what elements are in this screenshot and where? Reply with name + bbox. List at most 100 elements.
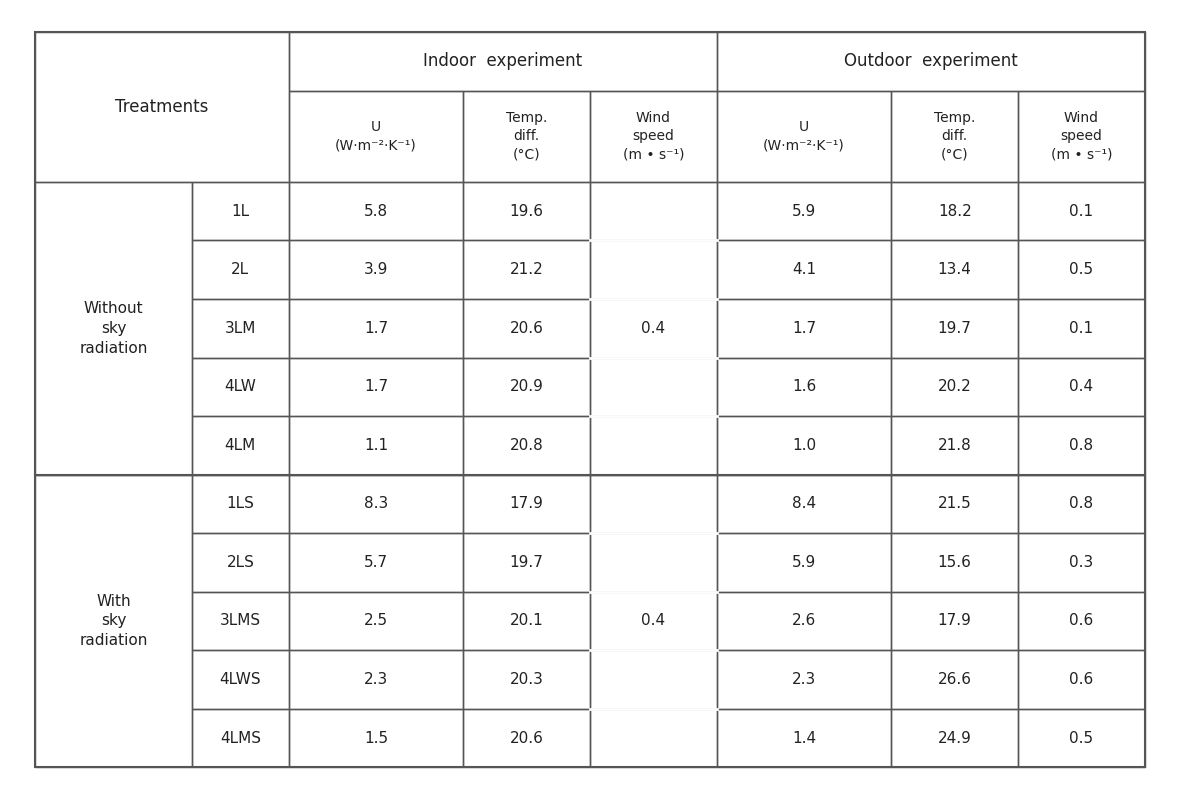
Text: 0.5: 0.5 xyxy=(1069,731,1094,745)
Text: 5.9: 5.9 xyxy=(792,555,817,570)
Bar xyxy=(590,358,716,416)
Bar xyxy=(716,533,891,592)
Bar xyxy=(590,91,716,182)
Text: Wind
speed
(m • s⁻¹): Wind speed (m • s⁻¹) xyxy=(623,111,684,162)
Text: 4.1: 4.1 xyxy=(792,263,817,277)
Text: 4LMS: 4LMS xyxy=(219,731,261,745)
Text: 1.7: 1.7 xyxy=(363,321,388,335)
Bar xyxy=(590,416,716,475)
Text: 21.5: 21.5 xyxy=(938,497,971,511)
Text: U
(W·m⁻²·K⁻¹): U (W·m⁻²·K⁻¹) xyxy=(763,120,845,153)
Bar xyxy=(464,358,590,416)
Text: 0.3: 0.3 xyxy=(1069,555,1094,570)
Bar xyxy=(716,358,891,416)
Text: 1.1: 1.1 xyxy=(363,438,388,452)
Bar xyxy=(289,533,464,592)
Bar xyxy=(289,709,464,767)
Bar xyxy=(716,299,891,358)
Bar xyxy=(1018,416,1145,475)
Text: 1.7: 1.7 xyxy=(792,321,817,335)
Bar xyxy=(192,182,289,240)
Bar xyxy=(192,592,289,650)
Text: 8.3: 8.3 xyxy=(363,497,388,511)
Text: 0.1: 0.1 xyxy=(1069,321,1094,335)
Text: 2.3: 2.3 xyxy=(363,672,388,687)
Bar xyxy=(716,91,891,182)
Bar xyxy=(891,650,1018,709)
Text: 0.1: 0.1 xyxy=(1069,204,1094,218)
Bar xyxy=(35,475,192,767)
Bar xyxy=(289,240,464,299)
Text: 13.4: 13.4 xyxy=(938,263,971,277)
Bar xyxy=(716,32,1145,91)
Text: 19.7: 19.7 xyxy=(938,321,971,335)
Text: 0.8: 0.8 xyxy=(1069,497,1094,511)
Text: 17.9: 17.9 xyxy=(510,497,544,511)
Bar xyxy=(35,182,192,475)
Text: 3.9: 3.9 xyxy=(363,263,388,277)
Bar xyxy=(464,299,590,358)
Text: 21.2: 21.2 xyxy=(510,263,544,277)
Text: 0.4: 0.4 xyxy=(641,321,666,335)
Text: 3LM: 3LM xyxy=(224,321,256,335)
Bar xyxy=(1018,475,1145,533)
Bar xyxy=(289,32,716,91)
Text: 20.8: 20.8 xyxy=(510,438,544,452)
Text: 8.4: 8.4 xyxy=(792,497,817,511)
Text: 1L: 1L xyxy=(231,204,249,218)
Text: 1.4: 1.4 xyxy=(792,731,817,745)
Bar xyxy=(590,240,716,299)
Text: 5.9: 5.9 xyxy=(792,204,817,218)
Bar xyxy=(891,299,1018,358)
Text: Wind
speed
(m • s⁻¹): Wind speed (m • s⁻¹) xyxy=(1050,111,1112,162)
Bar xyxy=(891,475,1018,533)
Text: 1LS: 1LS xyxy=(227,497,255,511)
Bar xyxy=(192,240,289,299)
Text: 1.7: 1.7 xyxy=(363,380,388,394)
Bar xyxy=(891,358,1018,416)
Text: 0.6: 0.6 xyxy=(1069,672,1094,687)
Bar xyxy=(464,592,590,650)
Text: 2LS: 2LS xyxy=(227,555,255,570)
Text: 17.9: 17.9 xyxy=(938,614,971,628)
Bar xyxy=(464,182,590,240)
Bar xyxy=(1018,650,1145,709)
Bar xyxy=(192,299,289,358)
Bar xyxy=(192,416,289,475)
Text: 2L: 2L xyxy=(231,263,249,277)
Text: Indoor  experiment: Indoor experiment xyxy=(422,52,582,70)
Text: 1.5: 1.5 xyxy=(363,731,388,745)
Text: 20.9: 20.9 xyxy=(510,380,544,394)
Bar xyxy=(1018,240,1145,299)
Bar xyxy=(716,416,891,475)
Bar xyxy=(192,358,289,416)
Bar xyxy=(464,709,590,767)
Bar xyxy=(891,240,1018,299)
Text: 20.2: 20.2 xyxy=(938,380,971,394)
Bar xyxy=(464,240,590,299)
Bar xyxy=(289,650,464,709)
Text: Outdoor  experiment: Outdoor experiment xyxy=(844,52,1017,70)
Bar xyxy=(464,650,590,709)
Text: 5.8: 5.8 xyxy=(363,204,388,218)
Text: 20.3: 20.3 xyxy=(510,672,544,687)
Bar xyxy=(1018,358,1145,416)
Text: 0.6: 0.6 xyxy=(1069,614,1094,628)
Bar xyxy=(1018,533,1145,592)
Bar xyxy=(716,592,891,650)
Text: 15.6: 15.6 xyxy=(938,555,971,570)
Bar xyxy=(464,416,590,475)
Bar xyxy=(289,475,464,533)
Text: U
(W·m⁻²·K⁻¹): U (W·m⁻²·K⁻¹) xyxy=(335,120,417,153)
Text: 19.6: 19.6 xyxy=(510,204,544,218)
Bar xyxy=(590,533,716,592)
Bar xyxy=(1018,592,1145,650)
Bar xyxy=(289,592,464,650)
Bar xyxy=(590,709,716,767)
Bar xyxy=(891,533,1018,592)
Bar xyxy=(192,475,289,533)
Bar xyxy=(35,32,289,182)
Text: 1.0: 1.0 xyxy=(792,438,817,452)
Bar xyxy=(891,416,1018,475)
Bar xyxy=(590,650,716,709)
